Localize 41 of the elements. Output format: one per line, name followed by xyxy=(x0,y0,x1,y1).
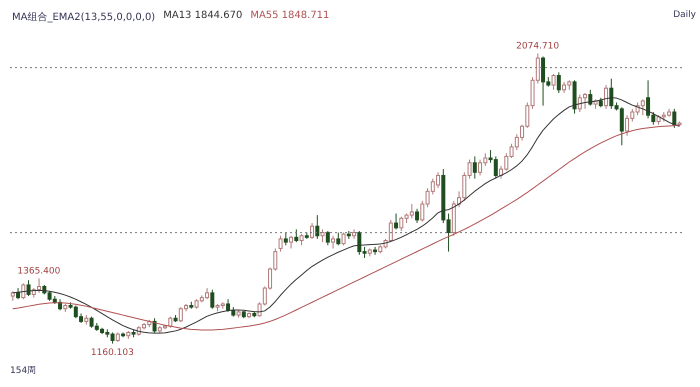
candlestick xyxy=(310,222,314,240)
annotation: 1365.400 xyxy=(17,266,61,276)
candlestick xyxy=(26,280,31,297)
annotation: 1160.103 xyxy=(90,348,134,358)
annotation: 2074.710 xyxy=(516,41,560,52)
candlestick xyxy=(168,316,172,328)
candlestick xyxy=(84,314,88,326)
candlestick xyxy=(210,289,214,310)
text: 154周 xyxy=(10,365,36,377)
candlestick xyxy=(472,156,477,180)
candlestick xyxy=(556,72,561,94)
text: Daily xyxy=(673,10,696,20)
candlestick xyxy=(21,282,26,300)
candlestick xyxy=(278,235,283,252)
candlestick xyxy=(326,230,330,246)
candlestick xyxy=(231,306,236,318)
candlestick xyxy=(10,290,15,302)
candlestick xyxy=(415,208,420,224)
text: MA55 1848.711 xyxy=(250,10,330,23)
candlestick xyxy=(320,228,325,243)
candlestick xyxy=(331,235,336,249)
candlestick xyxy=(588,89,592,106)
candlestick xyxy=(116,332,120,343)
candlestick xyxy=(300,234,304,246)
candlestick xyxy=(598,97,603,108)
text: MA13 1844.670 xyxy=(163,10,242,23)
candlestick xyxy=(552,73,556,90)
candlestick xyxy=(336,232,340,246)
candlestick xyxy=(289,235,294,249)
candlestick xyxy=(284,232,288,246)
candlestick xyxy=(672,108,676,128)
candlestick xyxy=(352,228,356,240)
candlestick xyxy=(294,228,298,243)
candlestick xyxy=(226,298,230,312)
candlestick xyxy=(152,318,157,334)
chart-title: MA组合_EMA2(13,55,0,0,0,0) xyxy=(12,11,156,24)
candlestick xyxy=(394,213,398,230)
candlestick xyxy=(604,84,608,110)
candlestick xyxy=(16,288,20,300)
candlestick xyxy=(315,214,320,240)
candlestick xyxy=(342,232,346,246)
